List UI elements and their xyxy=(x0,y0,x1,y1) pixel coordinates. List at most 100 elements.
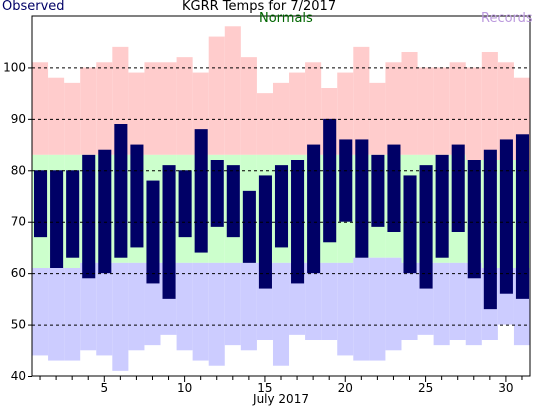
y-tick-label-50: 50 xyxy=(11,318,26,332)
y-tick-label-60: 60 xyxy=(11,266,26,280)
record-low-band-day-16 xyxy=(272,262,290,366)
observed-bar-day-12 xyxy=(210,160,224,227)
observed-bar-day-13 xyxy=(226,165,240,238)
observed-bar-day-26 xyxy=(435,154,449,258)
record-high-band-day-30 xyxy=(497,62,514,160)
record-low-band-day-27 xyxy=(449,262,466,340)
x-tick-label-20: 20 xyxy=(338,381,353,395)
gridlines xyxy=(32,67,530,326)
record-low-band-day-20 xyxy=(337,262,354,356)
record-high-band-day-23 xyxy=(385,62,402,155)
observed-bar-day-1 xyxy=(34,170,48,238)
observed-bar-day-10 xyxy=(178,170,192,238)
record-high-band-day-2 xyxy=(48,77,65,155)
record-low-band-day-23 xyxy=(385,257,402,351)
record-high-band-day-20 xyxy=(337,72,354,155)
observed-bar-day-3 xyxy=(66,170,80,258)
observed-bar-day-4 xyxy=(82,154,96,279)
record-low-band-day-7 xyxy=(128,262,145,351)
observed-bar-day-2 xyxy=(50,170,64,268)
record-high-band-day-22 xyxy=(369,82,386,155)
record-high-band-day-18 xyxy=(305,62,322,155)
x-axis-label: July 2017 xyxy=(252,392,309,406)
x-tick-label-30: 30 xyxy=(498,381,513,395)
observed-bar-day-22 xyxy=(371,154,385,227)
record-low-band-day-6 xyxy=(112,262,129,371)
observed-bar-day-20 xyxy=(339,139,353,222)
observed-bar-day-29 xyxy=(483,149,497,310)
record-low-band-day-22 xyxy=(369,257,386,361)
record-high-band-day-7 xyxy=(128,72,145,155)
y-tick-label-90: 90 xyxy=(11,112,26,126)
record-high-band-day-27 xyxy=(449,62,466,155)
record-high-band-day-9 xyxy=(160,62,177,155)
legend-normals: Normals xyxy=(259,11,313,26)
record-low-band-day-10 xyxy=(176,262,193,351)
x-tick-label-15: 15 xyxy=(257,381,272,395)
y-tick-label-40: 40 xyxy=(11,369,26,383)
y-axis: 40 50 60 70 80 90 100 xyxy=(3,60,32,383)
observed-bar-day-6 xyxy=(114,124,128,258)
record-high-band-day-14 xyxy=(240,57,257,155)
observed-bar-day-9 xyxy=(162,165,176,299)
record-high-band-day-3 xyxy=(64,82,81,155)
observed-bar-day-25 xyxy=(419,165,433,289)
observed-bar-day-31 xyxy=(515,134,529,299)
record-low-band-day-4 xyxy=(80,262,97,351)
x-tick-label-5: 5 xyxy=(100,381,108,395)
record-low-band-day-8 xyxy=(144,262,161,346)
record-high-band-day-26 xyxy=(433,67,450,155)
record-high-band-day-4 xyxy=(80,67,97,155)
observed-bar-day-15 xyxy=(258,175,272,289)
record-high-band-day-10 xyxy=(176,57,193,155)
record-high-band-day-1 xyxy=(32,62,49,155)
record-low-band-day-2 xyxy=(48,268,65,361)
record-low-band-day-19 xyxy=(321,262,338,340)
observed-bar-day-30 xyxy=(499,139,513,294)
observed-bar-day-23 xyxy=(387,144,401,232)
record-low-band-day-11 xyxy=(192,262,209,361)
y-tick-label-70: 70 xyxy=(11,215,26,229)
observed-bar-day-24 xyxy=(403,175,417,274)
record-low-band-day-3 xyxy=(64,268,81,361)
x-tick-label-10: 10 xyxy=(177,381,192,395)
record-high-band-day-21 xyxy=(353,46,370,155)
record-high-band-day-25 xyxy=(417,67,434,155)
record-high-band-day-24 xyxy=(401,52,418,155)
observed-bar-day-28 xyxy=(467,160,481,279)
legend-records: Records xyxy=(481,11,533,26)
record-high-band-day-15 xyxy=(256,93,273,155)
record-low-band-day-24 xyxy=(401,262,418,340)
record-high-band-day-13 xyxy=(224,26,241,155)
record-high-band-day-17 xyxy=(289,72,306,155)
record-low-band-day-12 xyxy=(208,262,225,366)
record-high-band-day-5 xyxy=(96,62,113,155)
y-tick-label-80: 80 xyxy=(11,163,26,177)
observed-bar-day-11 xyxy=(194,129,208,253)
observed-bar-day-7 xyxy=(130,144,144,248)
chart-title: KGRR Temps for 7/2017 xyxy=(182,0,337,14)
observed-bar-day-27 xyxy=(451,144,465,232)
observed-bar-day-16 xyxy=(274,165,289,248)
y-tick-label-100: 100 xyxy=(3,60,26,74)
record-low-band-day-26 xyxy=(433,262,450,346)
record-low-band-day-1 xyxy=(32,268,49,356)
legend-observed: Observed xyxy=(2,0,65,14)
record-high-band-day-12 xyxy=(208,36,225,155)
record-low-band-day-28 xyxy=(465,262,482,346)
observed-bar-day-21 xyxy=(355,139,369,258)
record-low-band-day-14 xyxy=(240,262,257,351)
record-high-band-day-28 xyxy=(465,67,482,160)
observed-bar-day-18 xyxy=(307,144,321,274)
x-axis: 5 10 15 20 25 30 xyxy=(39,376,523,395)
record-low-band-day-21 xyxy=(353,257,370,361)
observed-bar-day-8 xyxy=(146,180,160,284)
x-tick-label-25: 25 xyxy=(418,381,433,395)
record-high-band-day-8 xyxy=(144,62,161,155)
record-low-band-day-13 xyxy=(224,262,241,346)
record-low-band-day-5 xyxy=(96,262,113,356)
observed-bar-day-19 xyxy=(323,118,337,243)
record-high-band-day-29 xyxy=(481,52,498,160)
record-low-band-day-18 xyxy=(305,262,322,340)
